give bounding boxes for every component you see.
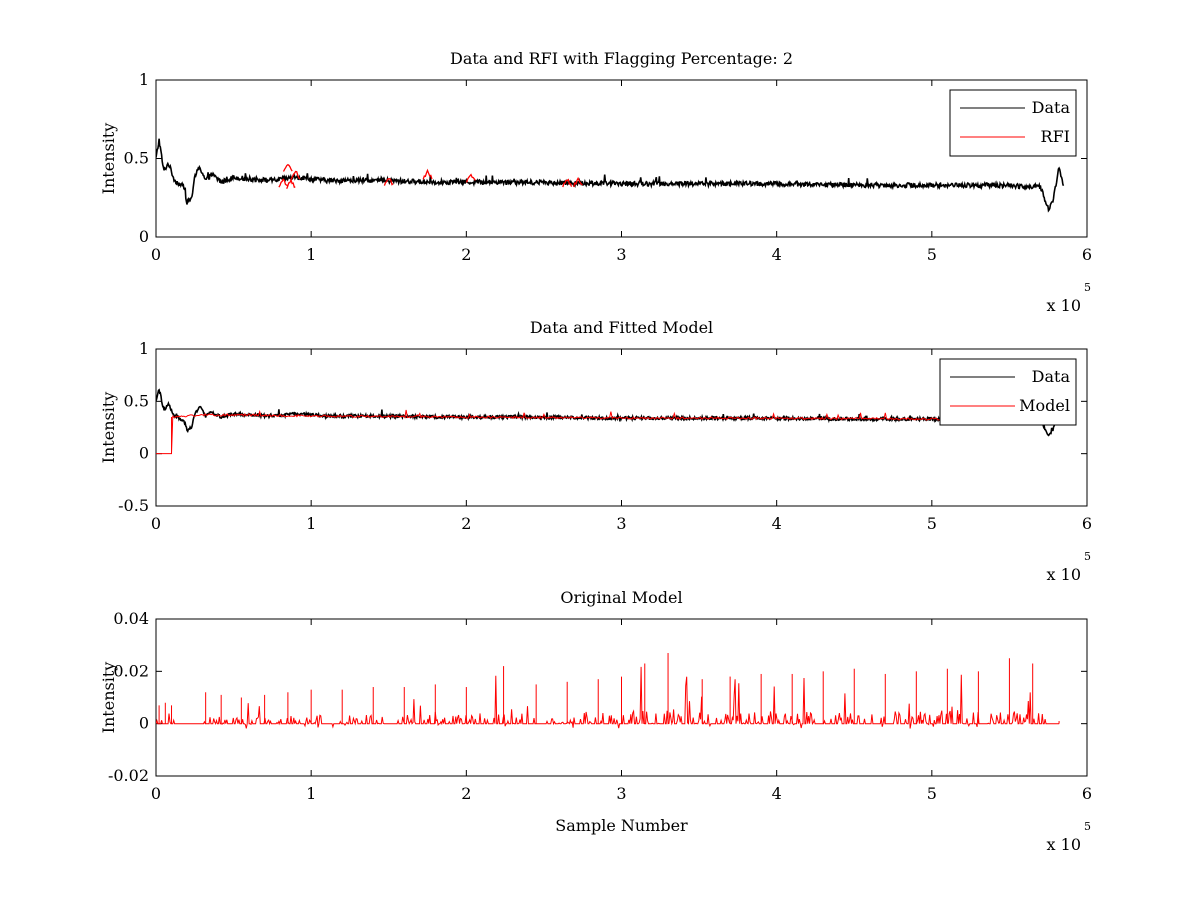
series-original-model-line	[156, 666, 1060, 729]
series-rfi-segment	[278, 178, 288, 188]
x-tick-label: 3	[616, 245, 626, 264]
legend: Data RFI	[949, 89, 1077, 157]
x-exponent-power: 5	[1084, 550, 1091, 563]
plot-area	[156, 138, 1065, 213]
legend-label: RFI	[1041, 127, 1070, 146]
legend-box	[949, 89, 1077, 157]
y-tick-label: -0.02	[108, 766, 149, 785]
x-exponent-power: 5	[1084, 820, 1091, 833]
x-tick-label: 6	[1082, 784, 1092, 803]
x-tick-label: 1	[306, 245, 316, 264]
legend-label: Data	[1032, 367, 1071, 386]
x-tick-label: 4	[772, 514, 782, 533]
y-axis-label: Intensity	[99, 123, 118, 195]
series-data-line	[156, 388, 1065, 437]
y-tick-label: 0.02	[113, 661, 149, 680]
x-tick-label: 5	[927, 514, 937, 533]
chart-title: Data and RFI with Flagging Percentage: 2	[450, 49, 793, 68]
x-tick-label: 3	[616, 514, 626, 533]
legend-box	[939, 358, 1077, 426]
series-rfi-segment	[290, 170, 301, 180]
plot-area	[156, 388, 1065, 455]
y-axis-label: Intensity	[99, 662, 118, 734]
x-axis-label: Sample Number	[555, 816, 688, 835]
y-tick-label: 1	[139, 339, 149, 358]
series-rfi-segment	[422, 168, 433, 180]
series-data-line	[156, 138, 1065, 213]
x-tick-label: 0	[151, 784, 161, 803]
plot-2: Data and Fitted Model Intensity 0 1 2 3 4 5 6 -0.…	[99, 318, 1092, 584]
x-tick-label: 2	[461, 514, 471, 533]
x-tick-label: 6	[1082, 514, 1092, 533]
legend-label: Data	[1032, 98, 1071, 117]
x-tick-label: 1	[306, 784, 316, 803]
plot-3: Original Model Intensity Sample Number 0 1 2 3…	[99, 588, 1092, 854]
y-tick-label: 0	[139, 227, 149, 246]
x-tick-label: 0	[151, 245, 161, 264]
x-tick-label: 3	[616, 784, 626, 803]
chart-title: Original Model	[560, 588, 682, 607]
x-tick-label: 5	[927, 245, 937, 264]
x-tick-label: 2	[461, 245, 471, 264]
plot-area	[156, 653, 1060, 729]
x-tick-label: 6	[1082, 245, 1092, 264]
y-tick-label: -0.5	[118, 496, 149, 515]
x-tick-label: 0	[151, 514, 161, 533]
x-tick-label: 4	[772, 245, 782, 264]
series-rfi-segment	[573, 176, 583, 188]
y-axis-label: Intensity	[99, 392, 118, 464]
x-exponent-base: x 10	[1047, 565, 1081, 584]
axes-box	[155, 348, 1088, 507]
series-rfi-segment	[383, 178, 394, 186]
x-tick-label: 1	[306, 514, 316, 533]
x-tick-label: 4	[772, 784, 782, 803]
axes-box	[155, 79, 1088, 238]
legend: Data Model	[939, 358, 1077, 426]
chart-title: Data and Fitted Model	[530, 318, 713, 337]
x-exponent-power: 5	[1084, 281, 1091, 294]
x-tick-label: 5	[927, 784, 937, 803]
plot-1: Data and RFI with Flagging Percentage: 2…	[99, 49, 1092, 315]
y-tick-label: 1	[139, 70, 149, 89]
x-exponent-base: x 10	[1047, 835, 1081, 854]
series-model-line	[156, 409, 994, 455]
x-exponent-base: x 10	[1047, 296, 1081, 315]
series-rfi-segment	[562, 178, 573, 188]
y-tick-label: 0.04	[113, 609, 149, 628]
y-tick-label: 0	[139, 714, 149, 733]
series-rfi-segment	[286, 177, 296, 189]
series-rfi-segment	[465, 173, 476, 183]
y-tick-label: 0.5	[124, 391, 149, 410]
x-tick-label: 2	[461, 784, 471, 803]
series-rfi-segment	[282, 163, 293, 172]
y-tick-label: 0	[139, 444, 149, 463]
y-tick-label: 0.5	[124, 149, 149, 168]
legend-label: Model	[1019, 396, 1070, 415]
